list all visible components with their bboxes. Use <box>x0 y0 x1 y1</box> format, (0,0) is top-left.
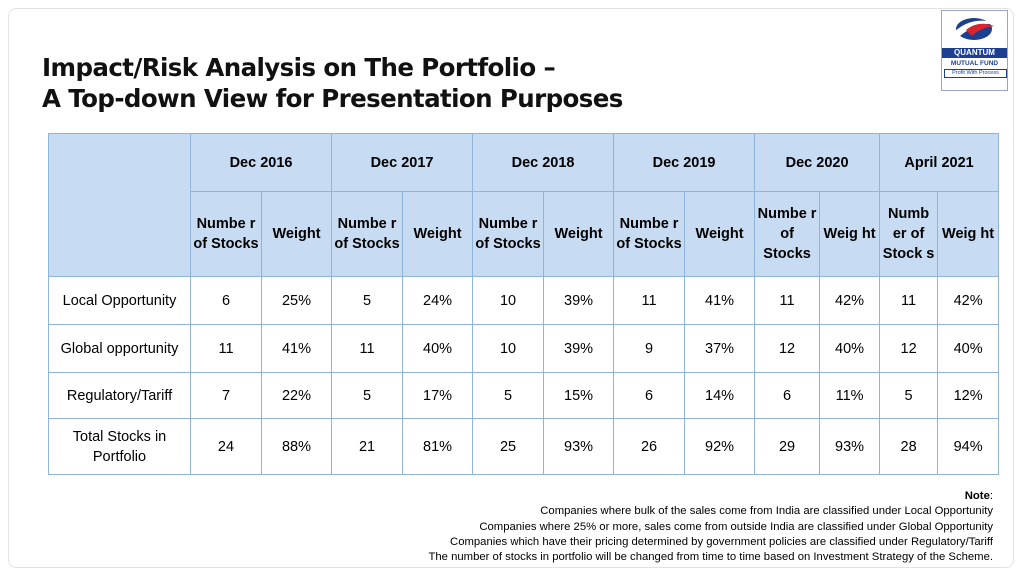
table-cell: 11 <box>754 276 821 325</box>
period-header: Dec 2018 <box>472 133 615 192</box>
table-cell: 40% <box>937 324 1000 373</box>
table-cell: 12% <box>937 372 1000 419</box>
logo-name: QUANTUM <box>942 48 1007 58</box>
subheader-row: Numbe r of Stocks Weight Numbe r of Stoc… <box>49 191 1000 277</box>
row-label: Regulatory/Tariff <box>48 372 191 419</box>
table-cell: 11% <box>819 372 881 419</box>
subheader-cell: Numbe r of Stocks <box>613 191 686 277</box>
table-cell: 24% <box>402 276 474 325</box>
subheader-cell: Weig ht <box>937 191 1000 277</box>
table-cell: 5 <box>331 276 404 325</box>
title-line-2: A Top-down View for Presentation Purpose… <box>42 84 623 113</box>
table-cell: 29 <box>754 418 821 475</box>
note-line: Companies where 25% or more, sales come … <box>479 520 993 533</box>
table-cell: 11 <box>190 324 262 373</box>
table-cell: 25% <box>260 276 333 325</box>
subheader-cell: Numb er of Stock s <box>879 191 939 277</box>
table-cell: 12 <box>754 324 821 373</box>
table-cell: 41% <box>684 276 756 325</box>
title-line-1: Impact/Risk Analysis on The Portfolio – <box>42 53 556 82</box>
period-header: Dec 2020 <box>754 133 881 192</box>
note-line: Companies where bulk of the sales come f… <box>540 505 993 518</box>
table-cell: 6 <box>613 372 686 419</box>
table-cell: 6 <box>754 372 821 419</box>
table-cell: 9 <box>613 324 686 373</box>
row-label: Local Opportunity <box>48 276 191 325</box>
table-cell: 6 <box>190 276 262 325</box>
note-heading: Note <box>964 490 990 502</box>
logo-tagline: Profit With Process <box>944 69 1007 78</box>
table-cell: 28 <box>879 418 939 475</box>
table-cell: 17% <box>402 372 474 419</box>
table-row: Global opportunity 11 41% 11 40% 10 39% … <box>48 324 1000 373</box>
table-cell: 39% <box>543 324 615 373</box>
page-title: Impact/Risk Analysis on The Portfolio – … <box>42 52 623 114</box>
table-cell: 15% <box>543 372 615 419</box>
note-line: The number of stocks in portfolio will b… <box>428 551 994 564</box>
row-label: Global opportunity <box>48 324 191 373</box>
period-header: Dec 2019 <box>613 133 756 192</box>
table-cell: 21 <box>331 418 404 475</box>
note-heading-line: Note: <box>964 490 993 502</box>
table-cell: 92% <box>684 418 756 475</box>
table-cell: 22% <box>260 372 333 419</box>
swoosh-icon <box>952 18 998 40</box>
subheader-cell: Numbe r of Stocks <box>472 191 545 277</box>
row-label: Total Stocks in Portfolio <box>48 418 191 475</box>
table-cell: 93% <box>543 418 615 475</box>
table-cell: 26 <box>613 418 686 475</box>
table-cell: 10 <box>472 276 545 325</box>
table-cell: 24 <box>190 418 262 475</box>
note-line: Companies which have their pricing deter… <box>450 535 993 548</box>
logo-subtitle: MUTUAL FUND <box>950 60 999 67</box>
subheader-cell: Weight <box>402 191 474 277</box>
table-cell: 5 <box>331 372 404 419</box>
subheader-cell: Weight <box>260 191 333 277</box>
table-cell: 5 <box>879 372 939 419</box>
subheader-cell: Numbe r of Stocks <box>331 191 404 277</box>
table-cell: 37% <box>684 324 756 373</box>
table-cell: 94% <box>937 418 1000 475</box>
table-cell: 81% <box>402 418 474 475</box>
table-cell: 40% <box>402 324 474 373</box>
table-cell: 40% <box>819 324 881 373</box>
table-cell: 42% <box>937 276 1000 325</box>
table-row: Local Opportunity 6 25% 5 24% 10 39% 11 … <box>48 276 1000 325</box>
slide-frame <box>8 8 1014 568</box>
table-cell: 7 <box>190 372 262 419</box>
subheader-cell: Weig ht <box>819 191 881 277</box>
risk-analysis-table: Dec 2016 Dec 2017 Dec 2018 Dec 2019 Dec … <box>48 133 1000 475</box>
table-row: Total Stocks in Portfolio 24 88% 21 81% … <box>48 418 1000 475</box>
table-cell: 11 <box>613 276 686 325</box>
table-cell: 42% <box>819 276 881 325</box>
table-cell: 11 <box>879 276 939 325</box>
subheader-cell: Weight <box>684 191 756 277</box>
period-header: April 2021 <box>879 133 1000 192</box>
footnote: Note: Companies where bulk of the sales … <box>429 489 994 565</box>
table-cell: 12 <box>879 324 939 373</box>
table-cell: 10 <box>472 324 545 373</box>
table-cell: 5 <box>472 372 545 419</box>
period-header-row: Dec 2016 Dec 2017 Dec 2018 Dec 2019 Dec … <box>48 133 1000 277</box>
table-cell: 25 <box>472 418 545 475</box>
table-cell: 11 <box>331 324 404 373</box>
table-cell: 41% <box>260 324 333 373</box>
table-cell: 88% <box>260 418 333 475</box>
table-cell: 14% <box>684 372 756 419</box>
quantum-logo: QUANTUM MUTUAL FUND Profit With Process <box>941 10 1008 91</box>
table-cell: 93% <box>819 418 881 475</box>
corner-cell <box>48 133 191 277</box>
subheader-cell: Numbe r of Stocks <box>754 191 821 277</box>
table-cell: 39% <box>543 276 615 325</box>
period-header: Dec 2016 <box>189 133 333 192</box>
subheader-cell: Numbe r of Stocks <box>190 191 262 277</box>
period-header: Dec 2017 <box>331 133 474 192</box>
subheader-cell: Weight <box>543 191 615 277</box>
table-row: Regulatory/Tariff 7 22% 5 17% 5 15% 6 14… <box>48 372 1000 419</box>
